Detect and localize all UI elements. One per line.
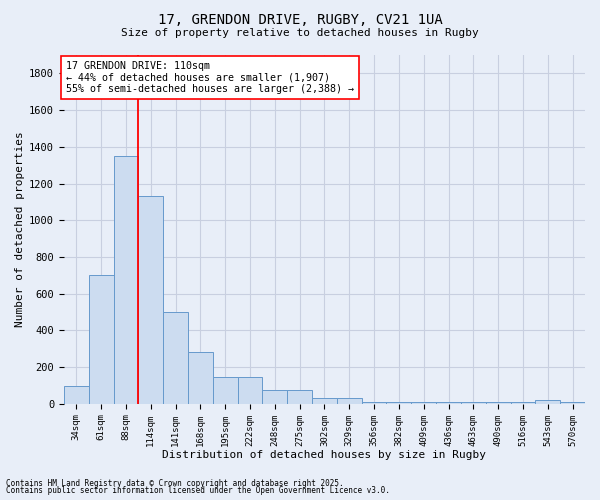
Bar <box>560 402 585 404</box>
Bar <box>163 312 188 404</box>
Text: Size of property relative to detached houses in Rugby: Size of property relative to detached ho… <box>121 28 479 38</box>
Bar <box>337 398 362 404</box>
Bar <box>461 402 486 404</box>
Bar <box>139 196 163 404</box>
Text: Contains public sector information licensed under the Open Government Licence v3: Contains public sector information licen… <box>6 486 390 495</box>
Bar <box>64 386 89 404</box>
Text: 17, GRENDON DRIVE, RUGBY, CV21 1UA: 17, GRENDON DRIVE, RUGBY, CV21 1UA <box>158 12 442 26</box>
Text: 17 GRENDON DRIVE: 110sqm
← 44% of detached houses are smaller (1,907)
55% of sem: 17 GRENDON DRIVE: 110sqm ← 44% of detach… <box>67 60 355 94</box>
Bar <box>386 402 411 404</box>
Bar <box>213 376 238 404</box>
Bar <box>535 400 560 404</box>
Bar <box>312 398 337 404</box>
Bar <box>411 402 436 404</box>
Bar <box>188 352 213 404</box>
Bar <box>287 390 312 404</box>
X-axis label: Distribution of detached houses by size in Rugby: Distribution of detached houses by size … <box>163 450 487 460</box>
Text: Contains HM Land Registry data © Crown copyright and database right 2025.: Contains HM Land Registry data © Crown c… <box>6 478 344 488</box>
Bar <box>511 402 535 404</box>
Bar <box>262 390 287 404</box>
Bar <box>486 402 511 404</box>
Bar <box>89 276 113 404</box>
Bar <box>362 402 386 404</box>
Y-axis label: Number of detached properties: Number of detached properties <box>15 132 25 328</box>
Bar <box>113 156 139 404</box>
Bar <box>436 402 461 404</box>
Bar <box>238 376 262 404</box>
